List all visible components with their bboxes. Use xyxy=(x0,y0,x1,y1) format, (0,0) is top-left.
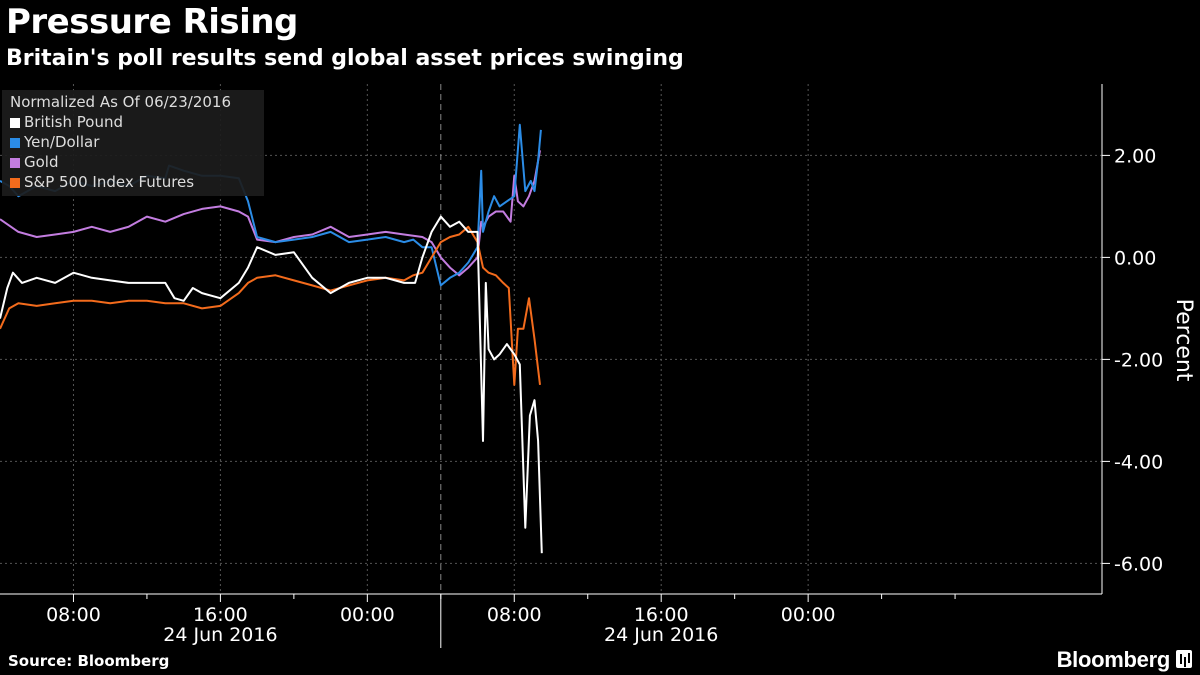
legend-swatch-yen-dollar xyxy=(10,138,20,148)
x-tick-label: 00:00 xyxy=(340,604,395,626)
x-tick-label: 16:00 xyxy=(193,604,248,626)
y-tick-label: -6.00 xyxy=(1114,553,1163,575)
x-tick-label: 00:00 xyxy=(781,604,836,626)
chart-title: Pressure Rising xyxy=(6,2,298,42)
chart-subtitle: Britain's poll results send global asset… xyxy=(6,46,684,71)
y-tick-label: 2.00 xyxy=(1114,145,1156,167)
legend-title: Normalized As Of 06/23/2016 xyxy=(10,93,231,111)
legend: Normalized As Of 06/23/2016 British Poun… xyxy=(2,90,264,196)
x-tick-label: 16:00 xyxy=(634,604,689,626)
series-line-british-pound xyxy=(0,215,543,554)
legend-item-sp500-futures: S&P 500 Index Futures xyxy=(10,172,194,192)
legend-swatch-sp500-futures xyxy=(10,178,20,188)
series-line-s-p-500-index-futures xyxy=(0,225,541,386)
legend-item-british-pound: British Pound xyxy=(10,112,123,132)
bloomberg-terminal-icon xyxy=(1176,650,1192,668)
y-tick-label: -4.00 xyxy=(1114,451,1163,473)
legend-label: Gold xyxy=(24,153,59,171)
legend-label: British Pound xyxy=(24,113,123,131)
legend-swatch-british-pound xyxy=(10,118,20,128)
legend-label: S&P 500 Index Futures xyxy=(24,173,195,191)
y-tick-label: -2.00 xyxy=(1114,349,1163,371)
legend-label: Yen/Dollar xyxy=(24,133,100,151)
x-date-label: 24 Jun 2016 xyxy=(604,624,718,646)
x-tick-label: 08:00 xyxy=(46,604,101,626)
brand-logo: Bloomberg xyxy=(1056,647,1171,672)
legend-item-yen-dollar: Yen/Dollar xyxy=(10,132,99,152)
source-note: Source: Bloomberg xyxy=(8,652,170,670)
legend-swatch-gold xyxy=(10,158,20,168)
y-tick-label: 0.00 xyxy=(1114,247,1156,269)
series-line-gold xyxy=(0,150,541,277)
legend-item-gold: Gold xyxy=(10,152,59,172)
y-axis-label: Percent xyxy=(1171,299,1196,382)
x-tick-label: 08:00 xyxy=(487,604,542,626)
x-date-label: 24 Jun 2016 xyxy=(163,624,277,646)
